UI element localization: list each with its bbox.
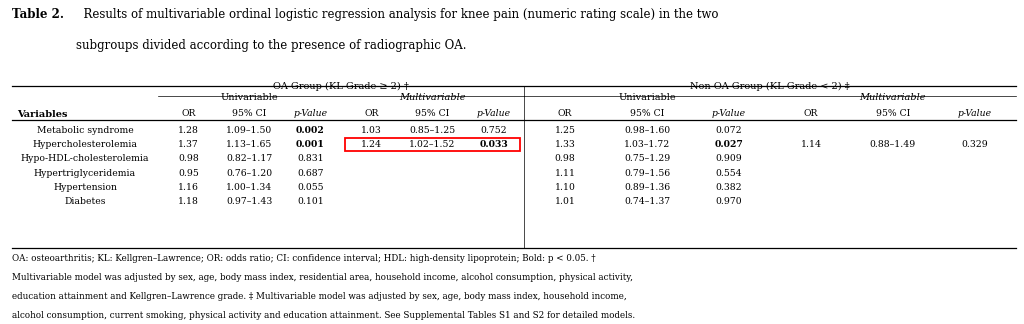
Text: 1.01: 1.01 (555, 197, 575, 206)
Text: 0.329: 0.329 (962, 140, 988, 149)
Text: 1.37: 1.37 (178, 140, 199, 149)
Text: 1.09–1.50: 1.09–1.50 (226, 126, 272, 135)
Text: 0.101: 0.101 (297, 197, 324, 206)
Text: 1.24: 1.24 (361, 140, 382, 149)
Text: 0.97–1.43: 0.97–1.43 (226, 197, 272, 206)
Text: 1.13–1.65: 1.13–1.65 (226, 140, 272, 149)
Text: Univariable: Univariable (618, 93, 676, 102)
Text: 0.027: 0.027 (715, 140, 743, 149)
Text: Univariable: Univariable (220, 93, 279, 102)
Text: 1.02–1.52: 1.02–1.52 (410, 140, 456, 149)
Text: Table 2.: Table 2. (12, 8, 65, 21)
Text: 1.11: 1.11 (555, 168, 575, 178)
Text: 0.970: 0.970 (716, 197, 742, 206)
Text: 0.554: 0.554 (716, 168, 742, 178)
Text: Multivariable model was adjusted by sex, age, body mass index, residential area,: Multivariable model was adjusted by sex,… (12, 273, 633, 282)
Text: 0.002: 0.002 (296, 126, 325, 135)
Text: 0.74–1.37: 0.74–1.37 (624, 197, 670, 206)
Text: 0.98–1.60: 0.98–1.60 (624, 126, 670, 135)
Text: 0.95: 0.95 (178, 168, 199, 178)
Text: 0.909: 0.909 (716, 154, 742, 163)
Text: p-Value: p-Value (957, 109, 992, 118)
Text: OA: osteoarthritis; KL: Kellgren–Lawrence; OR: odds ratio; CI: confidence interv: OA: osteoarthritis; KL: Kellgren–Lawrenc… (12, 254, 596, 263)
Text: OR: OR (558, 109, 572, 118)
Text: 1.16: 1.16 (178, 183, 199, 192)
Text: 0.072: 0.072 (716, 126, 742, 135)
Text: 95% CI: 95% CI (876, 109, 910, 118)
Text: 1.33: 1.33 (555, 140, 575, 149)
Text: 0.88–1.49: 0.88–1.49 (869, 140, 916, 149)
Text: p-Value: p-Value (712, 109, 746, 118)
Text: Hypertension: Hypertension (53, 183, 117, 192)
Text: 0.89–1.36: 0.89–1.36 (624, 183, 670, 192)
Text: 0.85–1.25: 0.85–1.25 (410, 126, 456, 135)
Text: 0.001: 0.001 (296, 140, 325, 149)
Text: 0.98: 0.98 (555, 154, 575, 163)
Text: education attainment and Kellgren–Lawrence grade. ‡ Multivariable model was adju: education attainment and Kellgren–Lawren… (12, 292, 627, 301)
Text: Results of multivariable ordinal logistic regression analysis for knee pain (num: Results of multivariable ordinal logisti… (76, 8, 718, 21)
Text: 95% CI: 95% CI (630, 109, 665, 118)
Text: 1.28: 1.28 (178, 126, 199, 135)
Text: Multivariable: Multivariable (399, 93, 466, 102)
Text: Non-OA Group (KL Grade < 2) ‡: Non-OA Group (KL Grade < 2) ‡ (690, 82, 850, 91)
Text: Hypertriglyceridemia: Hypertriglyceridemia (34, 168, 136, 178)
Text: 95% CI: 95% CI (416, 109, 450, 118)
Text: OA Group (KL Grade ≥ 2) †: OA Group (KL Grade ≥ 2) † (273, 82, 409, 91)
Text: OR: OR (804, 109, 818, 118)
Text: 0.82–1.17: 0.82–1.17 (226, 154, 272, 163)
Text: subgroups divided according to the presence of radiographic OA.: subgroups divided according to the prese… (76, 39, 466, 52)
Text: 0.76–1.20: 0.76–1.20 (226, 168, 272, 178)
Text: Multivariable: Multivariable (859, 93, 926, 102)
Text: Variables: Variables (17, 110, 68, 119)
Text: 1.18: 1.18 (178, 197, 199, 206)
Text: 0.831: 0.831 (297, 154, 324, 163)
Text: OR: OR (365, 109, 379, 118)
Text: 0.055: 0.055 (297, 183, 324, 192)
Text: Hypo-HDL-cholesterolemia: Hypo-HDL-cholesterolemia (20, 154, 150, 163)
Text: p-Value: p-Value (293, 109, 328, 118)
Text: 0.752: 0.752 (480, 126, 507, 135)
Text: 0.382: 0.382 (716, 183, 742, 192)
Text: 1.00–1.34: 1.00–1.34 (226, 183, 272, 192)
Text: 1.03–1.72: 1.03–1.72 (624, 140, 670, 149)
Text: 95% CI: 95% CI (232, 109, 266, 118)
Text: Hypercholesterolemia: Hypercholesterolemia (33, 140, 137, 149)
Text: 0.79–1.56: 0.79–1.56 (624, 168, 670, 178)
Text: Diabetes: Diabetes (65, 197, 105, 206)
Text: OR: OR (181, 109, 196, 118)
Text: alcohol consumption, current smoking, physical activity and education attainment: alcohol consumption, current smoking, ph… (12, 311, 636, 320)
Text: 1.03: 1.03 (361, 126, 382, 135)
Text: 0.98: 0.98 (178, 154, 199, 163)
Text: 1.25: 1.25 (555, 126, 575, 135)
Text: 0.75–1.29: 0.75–1.29 (624, 154, 670, 163)
Text: 1.14: 1.14 (801, 140, 821, 149)
Text: 0.687: 0.687 (297, 168, 324, 178)
Text: 0.033: 0.033 (479, 140, 508, 149)
Text: p-Value: p-Value (476, 109, 511, 118)
Text: Metabolic syndrome: Metabolic syndrome (37, 126, 133, 135)
Text: 1.10: 1.10 (555, 183, 575, 192)
